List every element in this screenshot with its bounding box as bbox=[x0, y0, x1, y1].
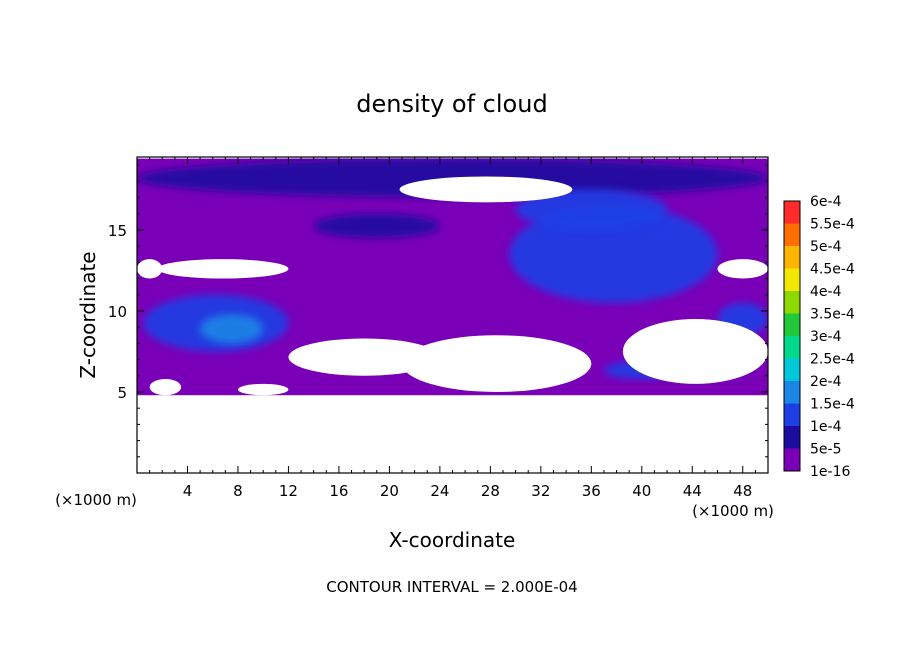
colorbar-label: 5.5e-4 bbox=[810, 217, 855, 233]
colorbar-frame bbox=[783, 200, 801, 472]
x-axis-label: X-coordinate bbox=[389, 528, 516, 552]
density-region-5 bbox=[313, 213, 440, 239]
chart-title: density of cloud bbox=[356, 90, 547, 118]
x-tick-label: 12 bbox=[279, 482, 298, 500]
x-tick-label: 36 bbox=[582, 482, 601, 500]
y-tick-label: 15 bbox=[108, 222, 127, 240]
clear-region-2 bbox=[288, 338, 440, 376]
x-tick-label: 16 bbox=[329, 482, 348, 500]
y-tick-label: 10 bbox=[108, 303, 127, 321]
x-tick-label: 44 bbox=[683, 482, 702, 500]
y-tick-label: 5 bbox=[117, 384, 127, 402]
colorbar-label: 1e-16 bbox=[810, 464, 850, 480]
colorbar-label: 3.5e-4 bbox=[810, 307, 855, 323]
colorbar-swatch bbox=[784, 223, 800, 246]
clear-region-4 bbox=[237, 383, 289, 396]
colorbar-label: 2.5e-4 bbox=[810, 352, 855, 368]
colorbar-swatch bbox=[784, 403, 800, 426]
colorbar-swatch bbox=[784, 201, 800, 224]
colorbar-label: 5e-4 bbox=[810, 239, 842, 255]
x-axis: 4 8 12 16 20 24 28 32 36 40 44 48 bbox=[149, 157, 756, 500]
density-region-6 bbox=[515, 189, 668, 230]
clear-region-6 bbox=[622, 319, 768, 384]
x-tick-label: 20 bbox=[380, 482, 399, 500]
colorbar-swatch bbox=[784, 336, 800, 359]
y-axis: 5 10 15 bbox=[108, 164, 768, 458]
clear-region-1 bbox=[399, 176, 573, 203]
colorbar-label: 1.5e-4 bbox=[810, 397, 855, 413]
colorbar-label: 5e-5 bbox=[810, 442, 841, 458]
x-tick-label: 48 bbox=[733, 482, 752, 500]
clear-region-3 bbox=[149, 379, 182, 396]
colorbar-swatch bbox=[784, 268, 800, 291]
colorbar-swatch bbox=[784, 291, 800, 314]
colorbar-swatch bbox=[784, 381, 800, 404]
x-unit-label-right: (×1000 m) bbox=[692, 502, 774, 520]
colorbar-label: 4.5e-4 bbox=[810, 262, 855, 278]
x-tick-label: 40 bbox=[632, 482, 651, 500]
contour-interval-note: CONTOUR INTERVAL = 2.000E-04 bbox=[326, 578, 577, 596]
clear-region-5 bbox=[402, 335, 592, 392]
x-tick-label: 28 bbox=[481, 482, 500, 500]
x-tick-label: 24 bbox=[430, 482, 449, 500]
colorbar-label: 2e-4 bbox=[810, 374, 842, 390]
x-tick-label: 32 bbox=[531, 482, 550, 500]
x-unit-label: (×1000 m) bbox=[55, 491, 137, 509]
x-tick-label: 4 bbox=[183, 482, 193, 500]
colorbar-label: 6e-4 bbox=[810, 194, 842, 210]
colorbar-swatch bbox=[784, 358, 800, 381]
colorbar-label: 1e-4 bbox=[810, 419, 842, 435]
colorbar-swatch bbox=[784, 426, 800, 449]
colorbar-swatch bbox=[784, 313, 800, 336]
x-tick-label: 8 bbox=[233, 482, 243, 500]
density-region-2 bbox=[509, 205, 718, 303]
colorbar-label: 4e-4 bbox=[810, 284, 842, 300]
y-axis-label: Z-coordinate bbox=[76, 251, 100, 378]
clear-region-0 bbox=[157, 259, 289, 279]
colorbar-swatch bbox=[784, 448, 800, 471]
clear-region-8 bbox=[137, 259, 163, 279]
clear-region-7 bbox=[717, 259, 768, 279]
colorbar-swatch bbox=[784, 246, 800, 269]
colorbar: 1e-16 5e-5 1e-4 1.5e-4 2e-4 2.5e-4 3e-4 3.5e-4 4… bbox=[783, 194, 855, 480]
colorbar-label: 3e-4 bbox=[810, 329, 842, 345]
plot-area bbox=[137, 158, 768, 396]
density-region-7 bbox=[200, 314, 264, 344]
